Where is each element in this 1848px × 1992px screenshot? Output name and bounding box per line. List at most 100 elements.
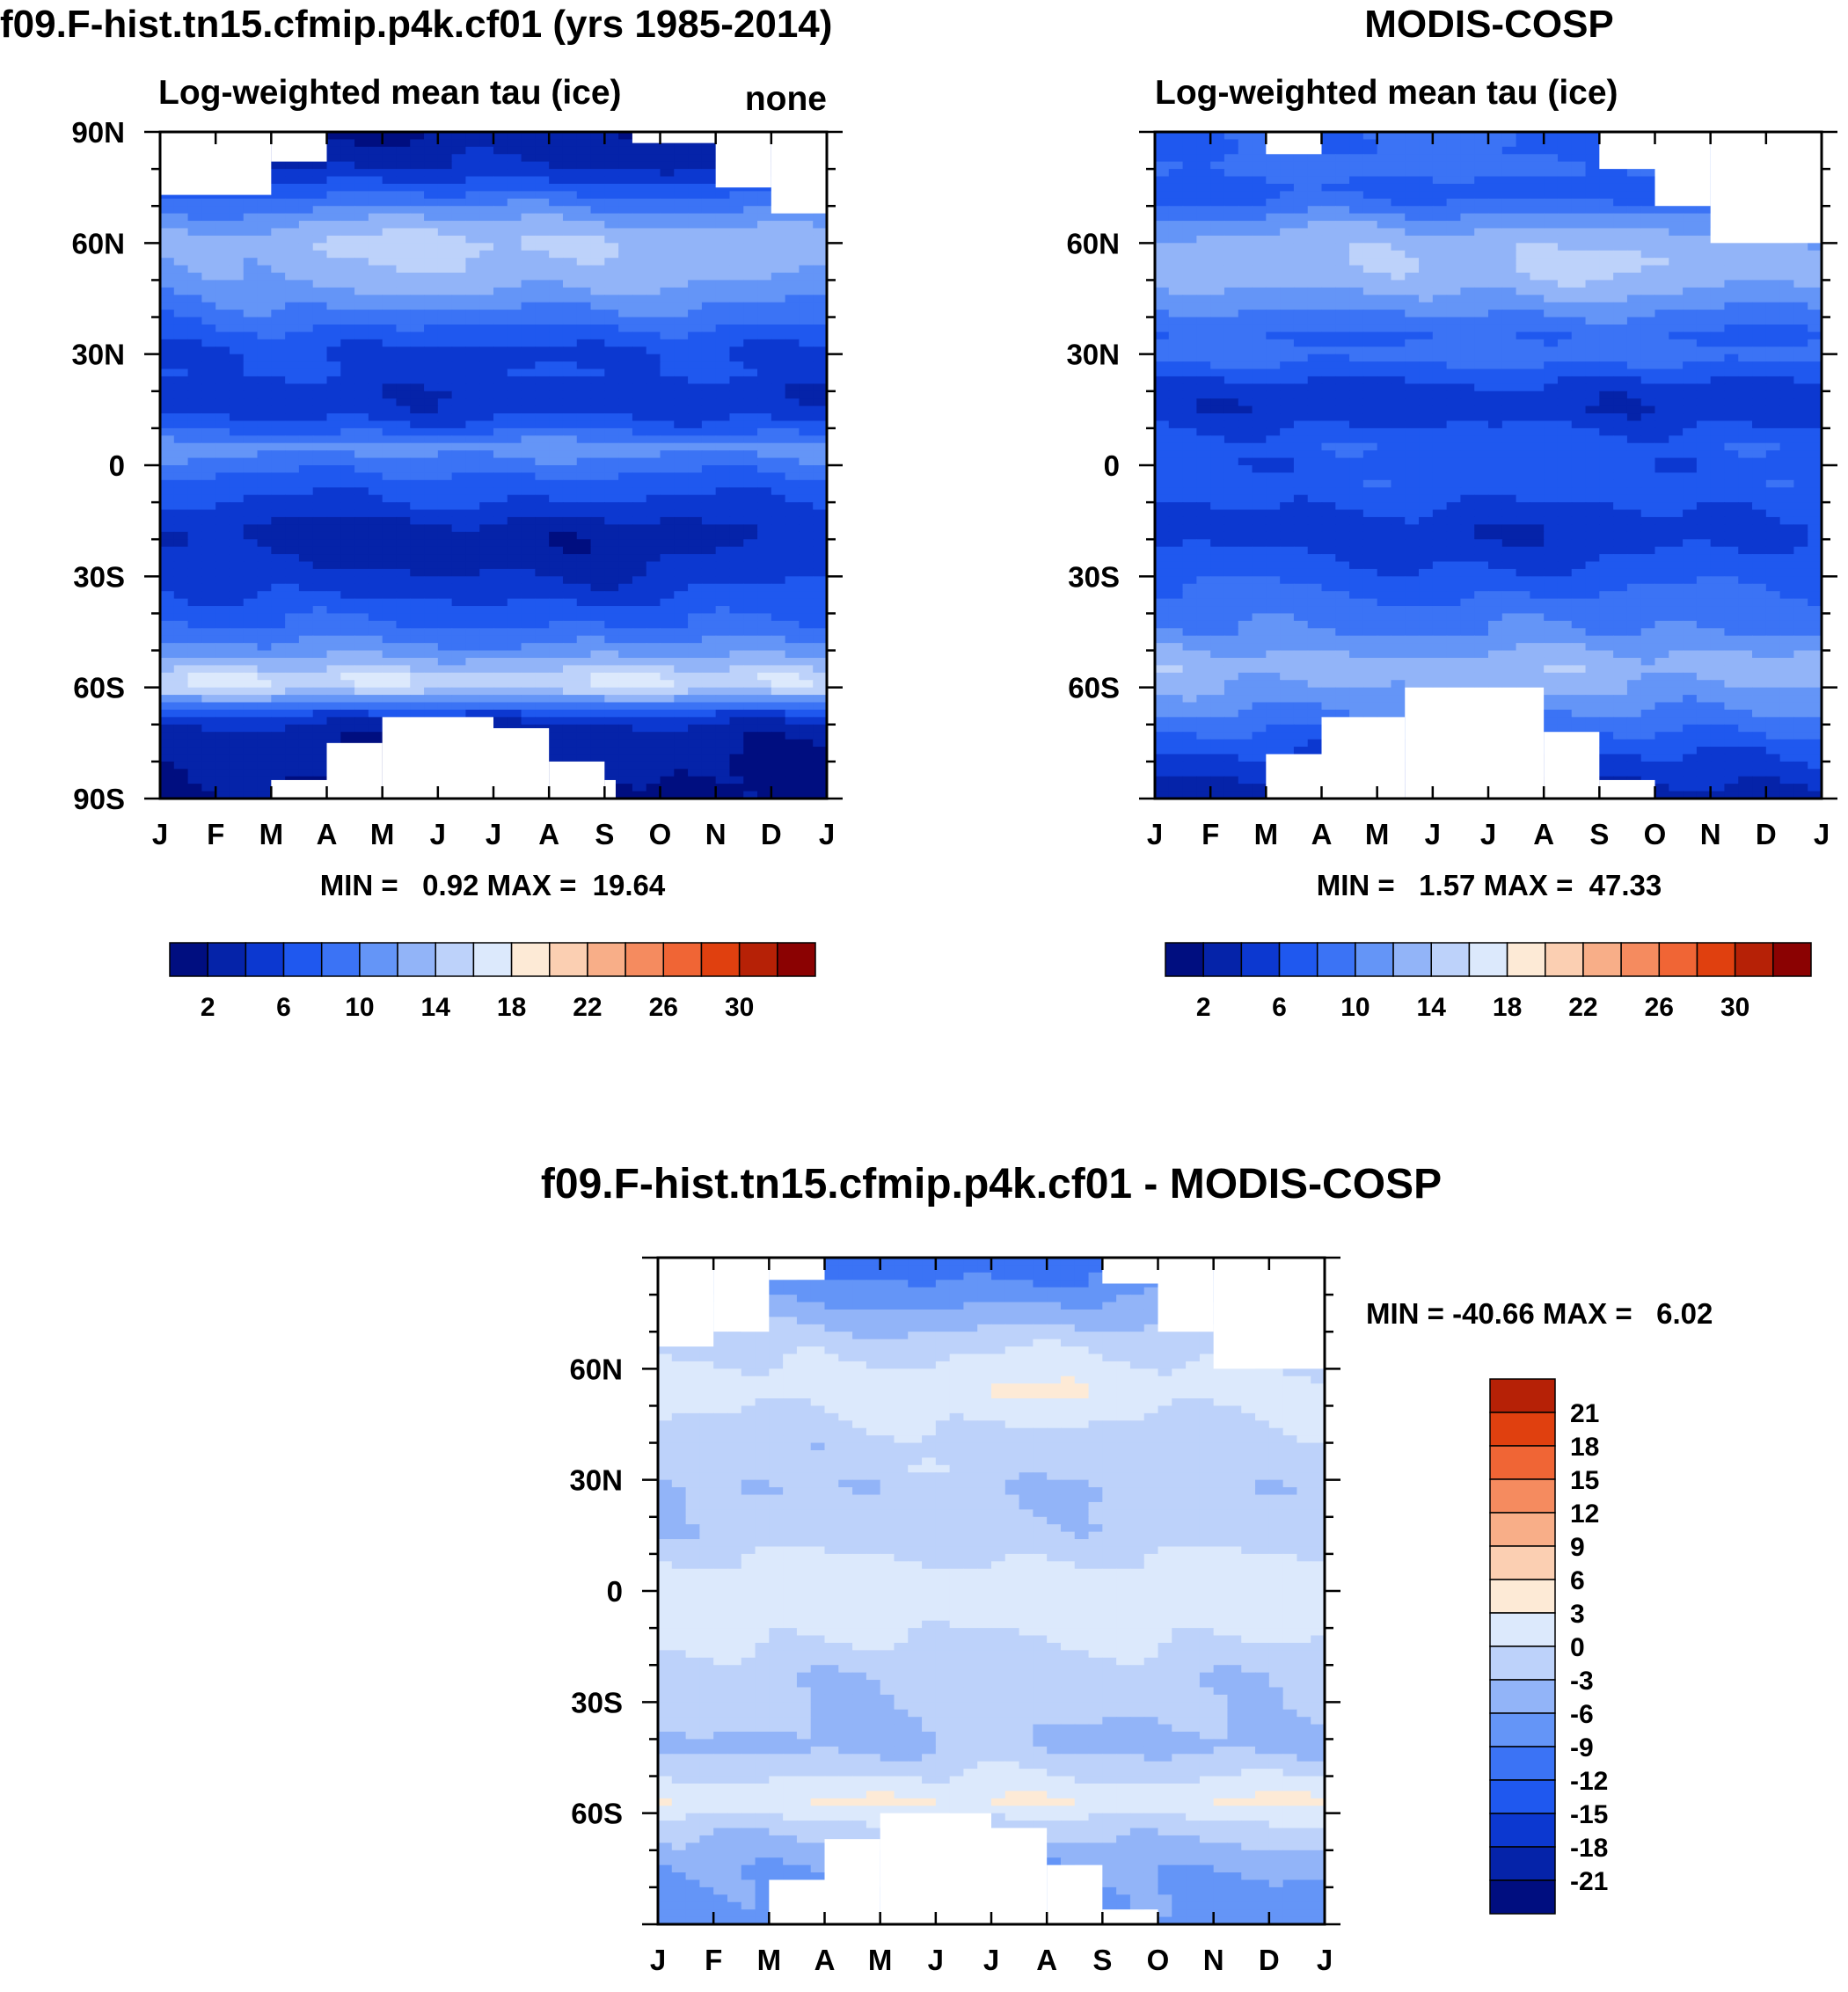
field-cell (493, 235, 508, 244)
field-cell (424, 479, 439, 488)
field-cell (576, 524, 592, 533)
field-cell (604, 665, 619, 674)
field-cell (743, 450, 758, 459)
field-cell (757, 450, 772, 459)
field-cell (688, 154, 703, 163)
field-cell (688, 546, 703, 555)
field-cell (285, 265, 300, 274)
field-cell (410, 317, 425, 325)
field-cell (285, 583, 300, 592)
field-cell (215, 568, 230, 577)
field-cell (729, 479, 744, 488)
field-cell (410, 539, 425, 548)
field-cell (410, 472, 425, 481)
field-cell (646, 324, 661, 332)
field-cell (451, 405, 467, 414)
field-cell (757, 457, 772, 466)
field-cell (243, 606, 259, 615)
field-cell (465, 680, 480, 689)
field-cell (562, 376, 578, 384)
field-cell (326, 628, 341, 637)
field-cell (173, 191, 189, 200)
field-cell (618, 442, 633, 451)
field-cell (507, 561, 522, 570)
field-cell (674, 198, 689, 207)
field-cell (382, 524, 398, 533)
field-cell (701, 280, 717, 288)
field-cell (1252, 183, 1267, 192)
field-cell (632, 287, 647, 296)
field-cell (688, 361, 703, 370)
field-cell (674, 324, 689, 332)
field-cell (368, 643, 383, 652)
field-cell (562, 198, 578, 207)
field-cell (521, 546, 536, 555)
field-cell (604, 568, 619, 577)
field-cell (646, 398, 661, 407)
field-cell (743, 324, 758, 332)
field-cell (368, 295, 383, 303)
field-cell (479, 332, 494, 340)
field-cell (340, 390, 355, 399)
field-cell (257, 457, 272, 466)
field-cell (396, 183, 411, 192)
field-cell (396, 695, 411, 704)
field-cell (437, 183, 453, 192)
field-cell (660, 169, 675, 178)
field-cell (1280, 176, 1295, 185)
field-cell (285, 650, 300, 659)
field-cell (160, 487, 175, 496)
field-cell (507, 310, 522, 318)
field-cell (479, 368, 494, 377)
field-cell (507, 213, 522, 222)
field-cell (479, 361, 494, 370)
field-cell (215, 361, 230, 370)
field-cell (729, 761, 744, 770)
field-cell (201, 376, 216, 384)
field-cell (201, 472, 216, 481)
field-cell (743, 442, 758, 451)
field-cell (1362, 161, 1378, 170)
field-cell (507, 183, 522, 192)
field-cell (743, 509, 758, 518)
field-cell (326, 724, 341, 733)
field-cell (701, 191, 717, 200)
field-cell (382, 139, 398, 148)
field-cell (285, 339, 300, 347)
field-cell (298, 487, 314, 496)
field-cell (507, 339, 522, 347)
field-cell (285, 427, 300, 436)
field-cell (590, 643, 605, 652)
field-cell (1196, 139, 1211, 148)
field-cell (576, 383, 592, 392)
field-cell (799, 332, 814, 340)
field-cell (701, 339, 717, 347)
field-cell (771, 258, 786, 266)
field-cell (813, 657, 828, 666)
field-cell (465, 139, 480, 148)
field-cell (701, 243, 717, 252)
field-cell (632, 665, 647, 674)
field-cell (785, 509, 800, 518)
field-cell (729, 657, 744, 666)
field-cell (646, 643, 661, 652)
field-cell (701, 561, 717, 570)
field-cell (340, 169, 355, 178)
field-cell (285, 524, 300, 533)
field-cell (160, 620, 175, 629)
field-cell (771, 494, 786, 503)
field-cell (257, 265, 272, 274)
field-cell (382, 324, 398, 332)
field-cell (521, 427, 536, 436)
missing-region (493, 727, 550, 799)
field-cell (562, 183, 578, 192)
field-cell (521, 273, 536, 281)
field-cell (771, 442, 786, 451)
field-cell (660, 198, 675, 207)
field-cell (729, 709, 744, 718)
field-cell (340, 228, 355, 237)
field-cell (1266, 206, 1281, 215)
field-cell (813, 531, 828, 540)
field-cell (215, 243, 230, 252)
field-cell (618, 739, 633, 748)
